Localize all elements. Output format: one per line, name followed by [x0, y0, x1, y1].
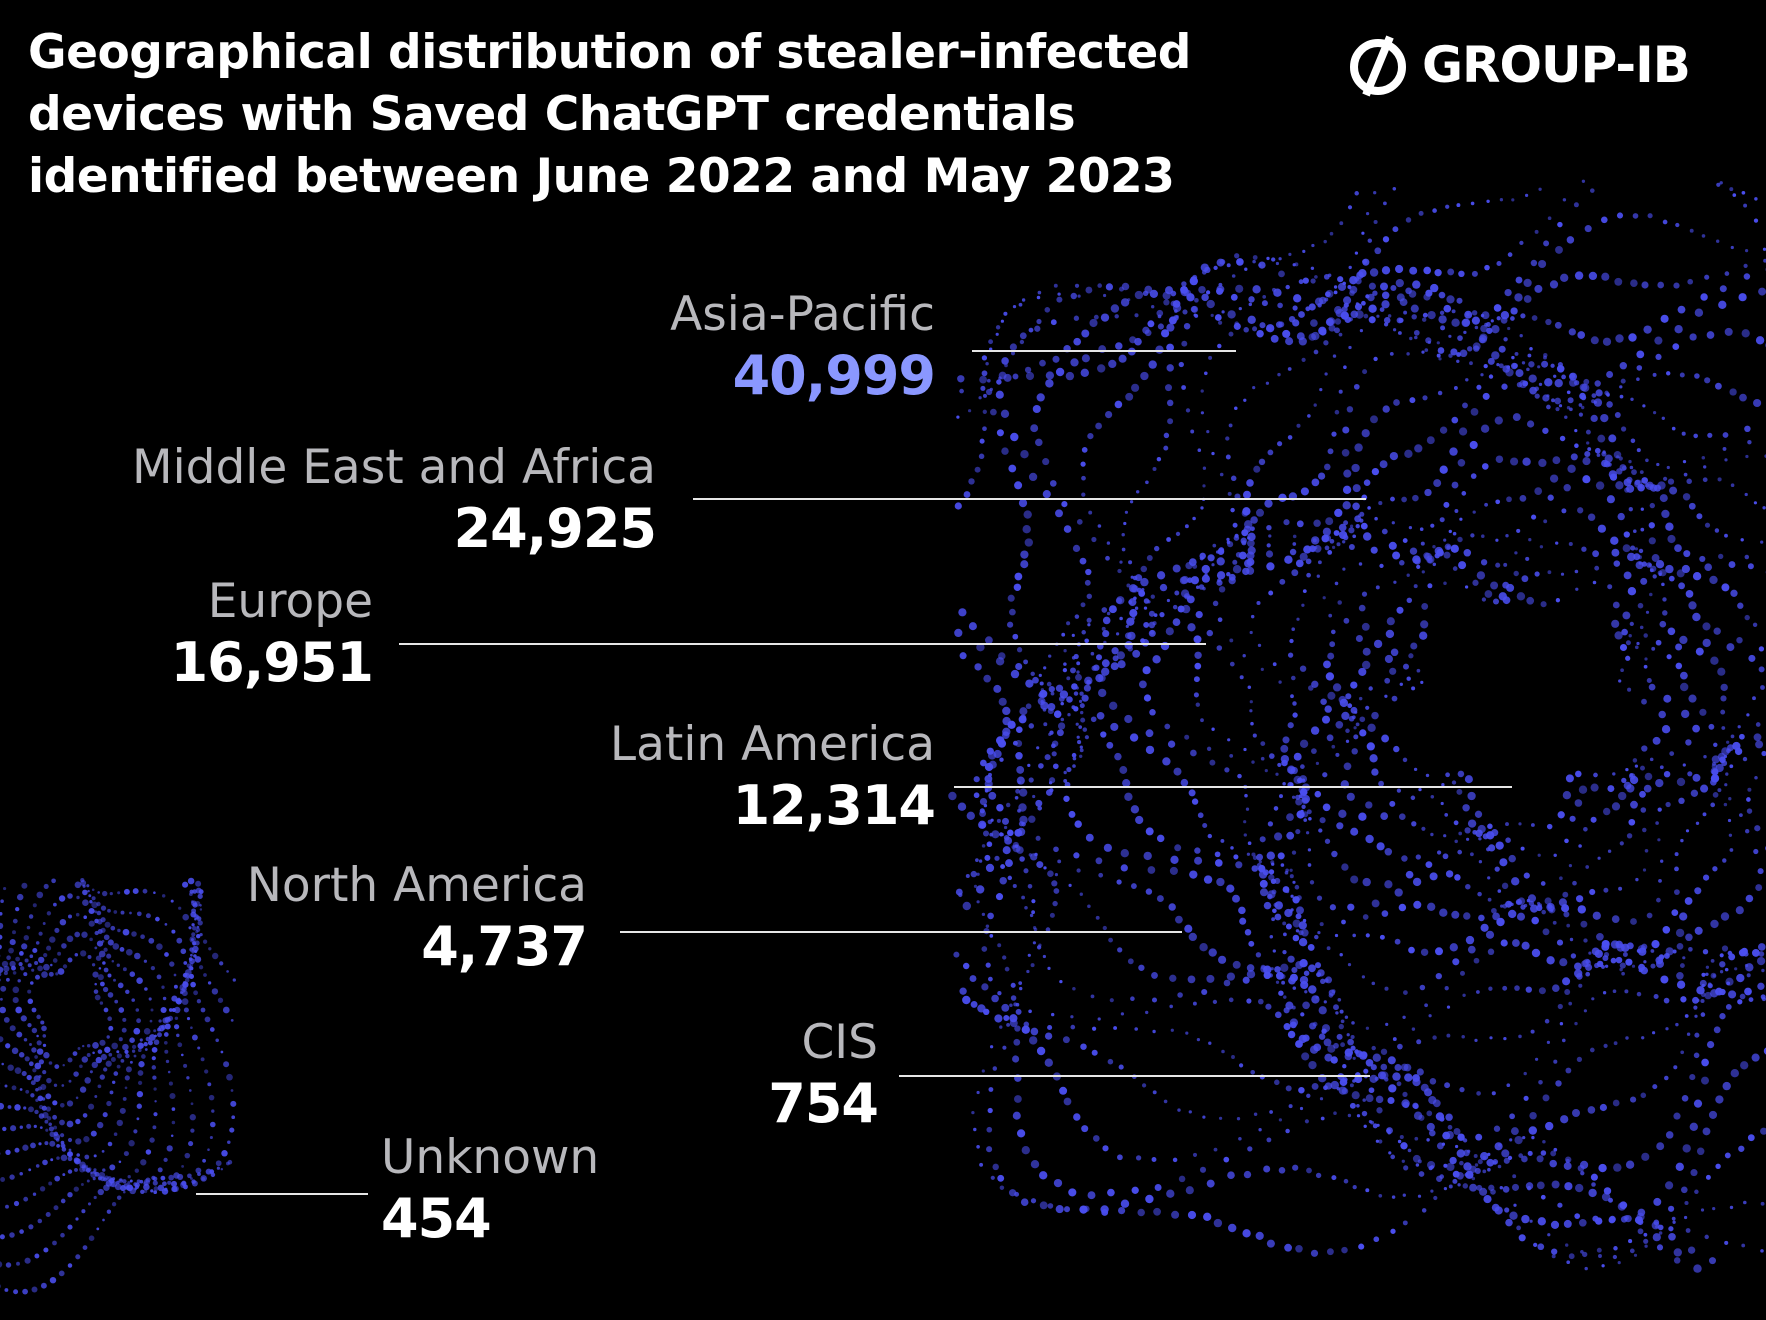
leader-line: [620, 931, 1182, 933]
region-label: CIS: [801, 1015, 878, 1070]
leader-line: [196, 1193, 368, 1195]
title-line-1: Geographical distribution of stealer-inf…: [28, 25, 1191, 80]
region-cis: CIS 754: [768, 1013, 879, 1135]
region-asia-pacific: Asia-Pacific 40,999: [670, 285, 936, 407]
region-label: Asia-Pacific: [670, 287, 935, 342]
region-label: Latin America: [609, 717, 935, 772]
group-ib-logo-icon: [1350, 35, 1406, 97]
leader-line: [972, 350, 1236, 352]
region-label: Unknown: [381, 1130, 600, 1185]
region-label: Middle East and Africa: [132, 440, 656, 495]
region-middle-east-and-africa: Middle East and Africa 24,925: [132, 438, 657, 560]
region-value: 40,999: [732, 344, 936, 407]
region-value: 4,737: [421, 915, 588, 978]
region-label: Europe: [207, 574, 373, 629]
region-north-america: North America 4,737: [246, 856, 588, 978]
leader-line: [693, 498, 1366, 500]
leader-line: [899, 1075, 1370, 1077]
title-line-2: devices with Saved ChatGPT credentials: [28, 87, 1076, 142]
region-value: 454: [381, 1187, 492, 1250]
title-line-3: identified between June 2022 and May 202…: [28, 149, 1175, 204]
region-value: 16,951: [170, 631, 374, 694]
region-value: 12,314: [732, 774, 936, 837]
group-ib-logo: GROUP-IB: [1348, 30, 1691, 100]
region-value: 754: [768, 1072, 879, 1135]
chart-title: Geographical distribution of stealer-inf…: [28, 22, 1258, 208]
region-unknown: Unknown 454: [381, 1128, 599, 1250]
leader-line: [954, 786, 1512, 788]
region-latin-america: Latin America 12,314: [609, 715, 936, 837]
region-europe: Europe 16,951: [170, 572, 374, 694]
region-label: North America: [246, 858, 587, 913]
logo-text: GROUP-IB: [1422, 36, 1691, 94]
region-value: 24,925: [453, 497, 657, 560]
leader-line: [399, 643, 1206, 645]
